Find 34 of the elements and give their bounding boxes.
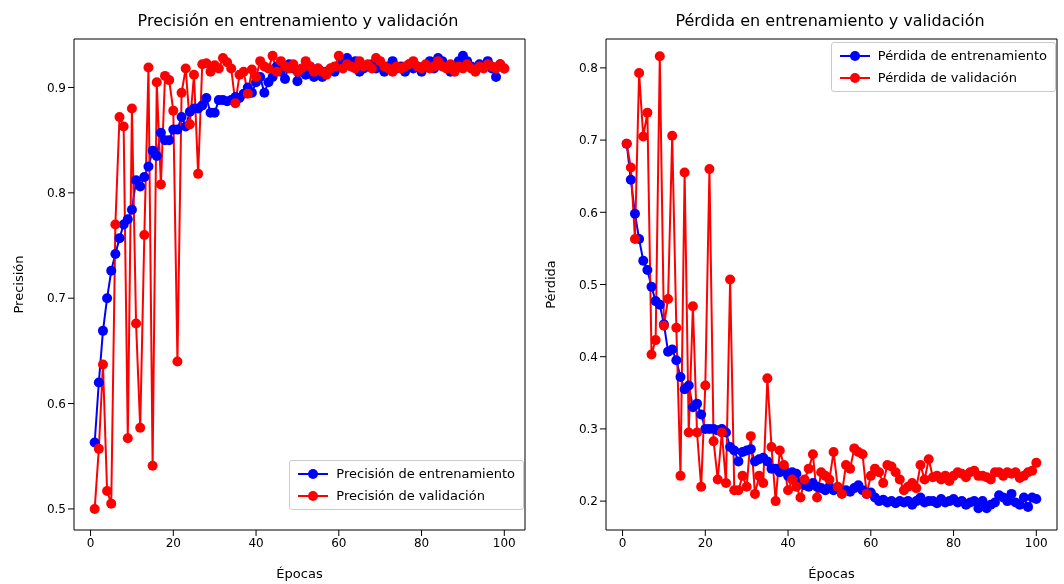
x-tick-label: 60 (331, 535, 347, 550)
y-axis-title: Precisión (10, 255, 26, 314)
y-axis-title: Pérdida (542, 260, 558, 309)
chart-title: Precisión en entrenamiento y validación (136, 10, 460, 32)
x-axis-title: Épocas (808, 566, 855, 581)
x-tick-label: 100 (492, 535, 516, 550)
x-tick-label: 0 (86, 535, 95, 550)
y-tick-label: 0.8 (46, 186, 66, 201)
chart-title: Pérdida en entrenamiento y validación (674, 10, 986, 32)
y-tick-label: 0.9 (46, 80, 66, 95)
y-tick-label: 0.4 (578, 349, 598, 364)
y-tick-label: 0.5 (46, 502, 66, 517)
x-tick-label: 0 (618, 535, 627, 550)
x-tick-label: 80 (413, 535, 430, 550)
x-tick-label: 80 (945, 535, 962, 550)
legend-label: Precisión de entrenamiento (336, 465, 515, 483)
legend-label: Pérdida de validación (877, 69, 1017, 87)
y-tick-label: 0.7 (578, 133, 598, 148)
y-tick-label: 0.2 (578, 494, 598, 509)
x-tick-label: 20 (697, 535, 713, 550)
legend-label: Precisión de validación (336, 487, 485, 505)
x-axis-title: Épocas (276, 566, 323, 581)
y-tick-label: 0.6 (46, 396, 66, 411)
legend-label: Pérdida de entrenamiento (877, 47, 1047, 65)
x-tick-label: 100 (1024, 535, 1048, 550)
x-tick-label: 40 (248, 535, 264, 550)
y-tick-label: 0.3 (578, 422, 598, 437)
y-tick-label: 0.5 (578, 277, 598, 292)
x-tick-label: 20 (165, 535, 181, 550)
y-tick-label: 0.6 (578, 205, 598, 220)
x-tick-label: 60 (863, 535, 879, 550)
y-tick-label: 0.8 (578, 61, 598, 76)
x-tick-label: 40 (780, 535, 796, 550)
y-tick-label: 0.7 (46, 291, 66, 306)
